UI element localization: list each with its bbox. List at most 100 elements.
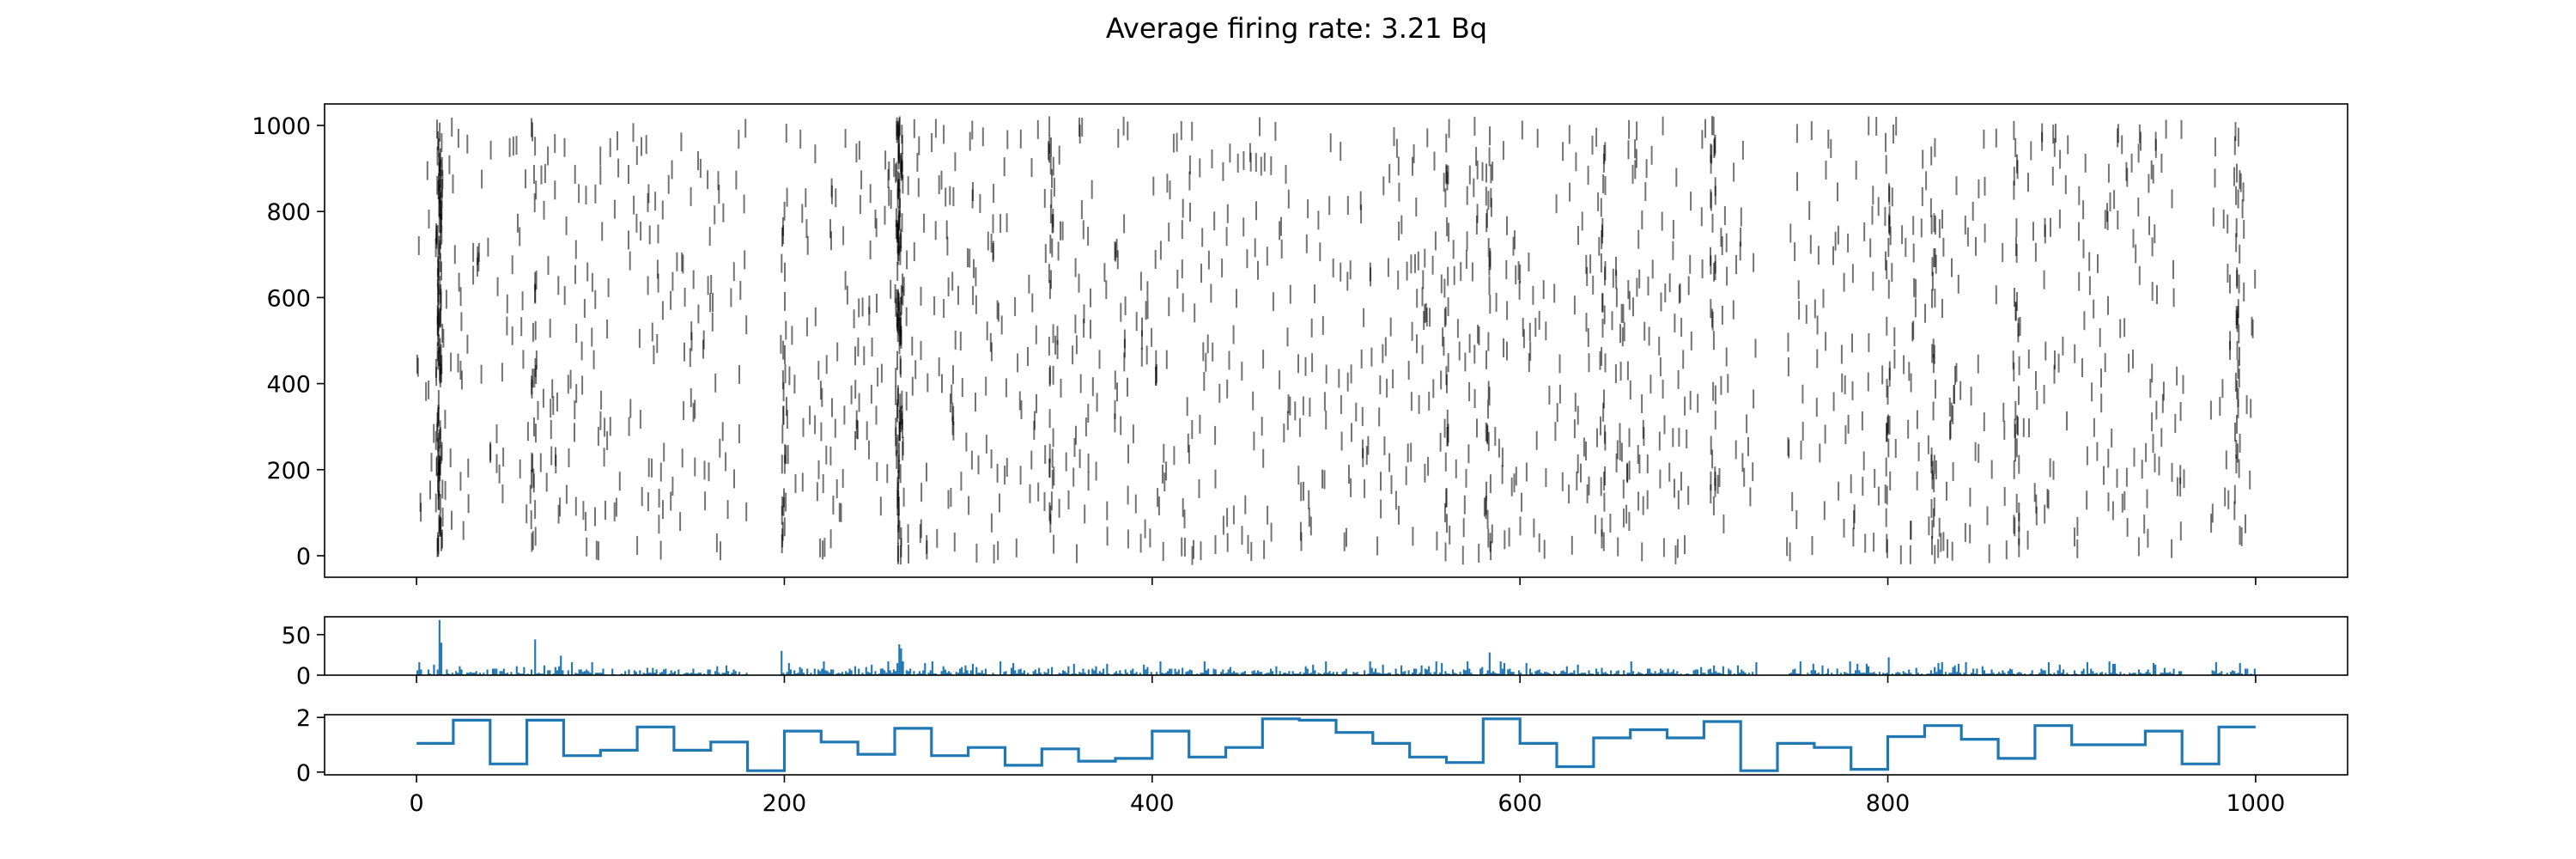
histogram-bar: [536, 673, 538, 675]
histogram-bar: [924, 662, 927, 675]
histogram-bar: [416, 670, 419, 675]
histogram-bar: [2142, 673, 2144, 675]
histogram-bar: [1525, 662, 1528, 675]
histogram-bar: [1921, 673, 1923, 675]
histogram-bar: [858, 668, 860, 675]
histogram-bar: [571, 661, 574, 675]
histogram-bar: [1261, 672, 1263, 675]
histogram-bar: [1327, 673, 1329, 675]
histogram-bar: [1446, 673, 1449, 675]
histogram-bar: [2171, 673, 2173, 675]
histogram-bar: [1267, 673, 1270, 675]
raster-ytick-label: 200: [266, 458, 311, 484]
histogram-bar: [2161, 673, 2164, 675]
histogram-bar: [2031, 670, 2033, 675]
histogram-bar: [1251, 671, 1254, 675]
histogram-bar: [703, 673, 706, 675]
histogram-bar: [1207, 668, 1210, 675]
histogram-bar: [948, 671, 951, 675]
histogram-bar: [429, 673, 432, 675]
histogram-bar: [1656, 673, 1658, 675]
histogram-bar: [1376, 673, 1379, 675]
histogram-bar: [2148, 673, 2151, 675]
histogram-bar: [1093, 670, 1096, 675]
histogram-bar: [1200, 673, 1202, 675]
histogram-bar: [1741, 669, 1743, 675]
histogram-bar: [1790, 673, 1793, 675]
histogram-bar: [918, 671, 920, 675]
histogram-bar: [2047, 661, 2050, 675]
histogram-bar: [1562, 670, 1564, 675]
histogram-bar: [971, 663, 975, 675]
histogram-bar: [1794, 668, 1796, 675]
histogram-bar: [1929, 670, 1932, 675]
histogram-bar: [1584, 673, 1587, 675]
histogram-bar: [1170, 668, 1173, 675]
histogram-bar: [1499, 661, 1502, 675]
histogram-bar: [1310, 673, 1313, 675]
histogram-bar: [1856, 663, 1859, 675]
histogram-bar: [1797, 673, 1800, 675]
histogram-bar: [1831, 673, 1833, 675]
raster-frame: [324, 103, 2348, 578]
histogram-bar: [653, 673, 656, 675]
histogram-bar: [440, 643, 443, 675]
histogram-bar: [1459, 672, 1461, 675]
histogram-bar: [714, 671, 717, 675]
histogram-bar: [1098, 671, 1101, 675]
histogram-bar: [1146, 667, 1149, 675]
histogram-bar: [475, 671, 477, 675]
histogram-bar: [686, 673, 690, 675]
histogram-bar: [725, 665, 728, 675]
histogram-bar: [2119, 672, 2122, 675]
histogram-bar: [1205, 670, 1208, 675]
histogram-bar: [1364, 670, 1366, 675]
histogram-bar: [1166, 671, 1170, 675]
histogram-bar: [1959, 673, 1962, 675]
histogram-bar: [1694, 669, 1697, 675]
histogram-bar: [2002, 670, 2004, 675]
histogram-bar: [1904, 673, 1906, 675]
histogram-bar: [690, 673, 693, 675]
histogram-bar: [871, 664, 873, 675]
histogram-bar: [977, 673, 980, 675]
histogram-bar: [2113, 663, 2117, 675]
histogram-bar: [1113, 673, 1115, 675]
histogram-bar: [1435, 661, 1437, 675]
histogram-bar: [1312, 664, 1315, 675]
histogram-bar: [1588, 670, 1590, 675]
histogram-bar: [2232, 670, 2234, 675]
histogram-bar: [2169, 672, 2172, 675]
histogram-bar: [1253, 670, 1255, 675]
histogram-bar: [1190, 670, 1193, 675]
histogram-bar: [465, 673, 469, 675]
histogram-bar: [1010, 667, 1013, 675]
histogram-bar: [2066, 673, 2069, 675]
histogram-bar: [1061, 670, 1065, 675]
histogram-bar: [1496, 673, 1498, 675]
histogram-bar: [847, 673, 849, 675]
histogram-bar: [1849, 661, 1851, 675]
histogram-bar: [1821, 665, 1824, 675]
histogram-bar: [1531, 673, 1534, 675]
histogram-bar: [1255, 673, 1257, 675]
histogram-bar: [1814, 670, 1817, 675]
histogram-bar: [1674, 673, 1677, 675]
histogram-bar: [1269, 668, 1273, 675]
histogram-bar: [2250, 673, 2252, 675]
histogram-bar: [885, 673, 888, 675]
histogram-bar: [647, 673, 651, 675]
histogram-bar: [602, 668, 605, 675]
histogram-bar: [861, 673, 864, 675]
histogram-bar: [802, 673, 805, 675]
histogram-bar: [1998, 672, 2001, 675]
histogram-bar: [1713, 665, 1716, 675]
histogram-bar: [576, 673, 579, 675]
histogram-bar: [596, 673, 599, 675]
histogram-bar: [1464, 670, 1467, 675]
histogram-bar: [2239, 662, 2241, 675]
histogram-bar: [1454, 673, 1456, 675]
histogram-bar: [1589, 673, 1592, 675]
histogram-bar: [1610, 670, 1613, 675]
histogram-bar: [789, 669, 793, 675]
